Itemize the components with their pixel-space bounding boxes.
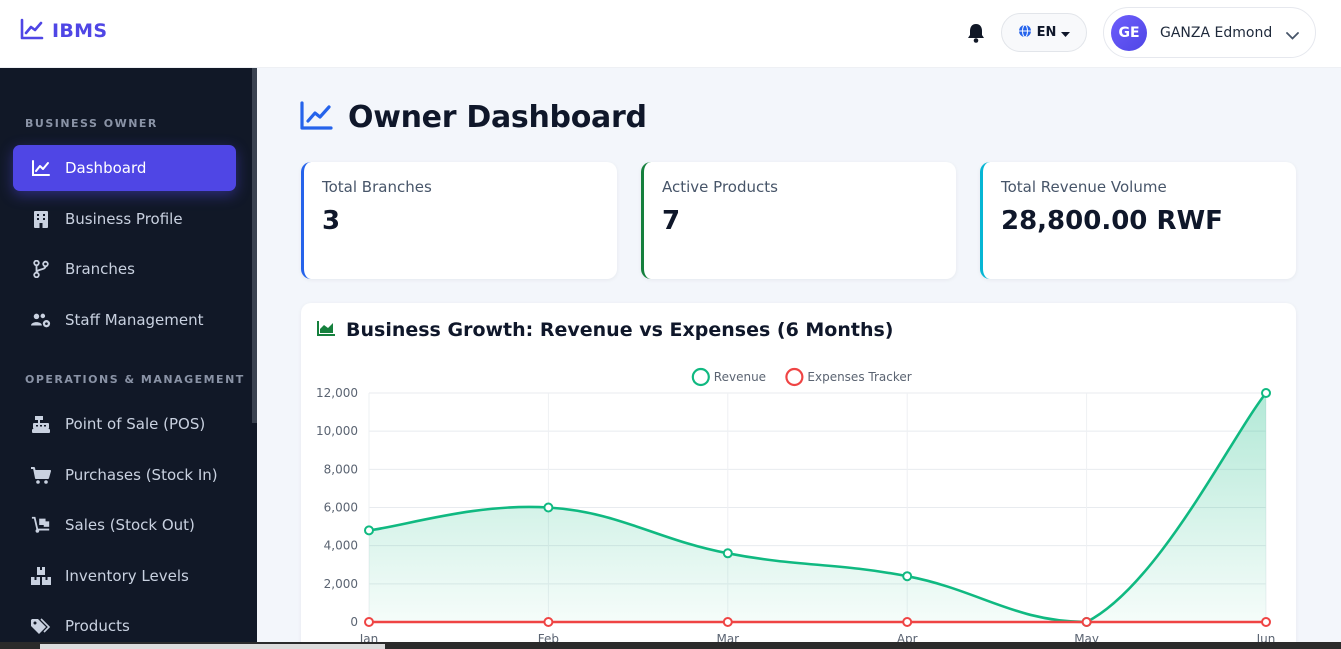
legend-marker[interactable] xyxy=(691,367,710,387)
series-line xyxy=(368,392,1268,624)
legend-label[interactable]: Revenue xyxy=(714,370,766,384)
data-point[interactable] xyxy=(543,502,554,513)
cash-register-icon xyxy=(31,414,51,434)
dolly-icon xyxy=(31,515,51,535)
chart-card: Business Growth: Revenue vs Expenses (6 … xyxy=(301,303,1296,649)
x-tick-label: Jun xyxy=(1256,632,1276,642)
data-point[interactable] xyxy=(1261,388,1271,398)
stat-card-total-revenue: Total Revenue Volume 28,800.00 RWF xyxy=(980,162,1296,279)
tags-icon xyxy=(31,616,51,636)
data-point[interactable] xyxy=(1261,617,1271,627)
stat-label: Active Products xyxy=(662,178,778,196)
data-point[interactable] xyxy=(722,617,733,627)
x-tick-label: Feb xyxy=(538,632,559,642)
x-tick-label: Mar xyxy=(716,632,739,642)
sidebar-item-label: Dashboard xyxy=(65,159,147,177)
y-tick-label: 12,000 xyxy=(316,386,358,400)
bell-icon[interactable] xyxy=(965,22,987,44)
page-title: Owner Dashboard xyxy=(348,100,647,135)
stat-card-active-products: Active Products 7 xyxy=(641,162,956,279)
sidebar-item-point-of-sale[interactable]: Point of Sale (POS) xyxy=(13,401,236,447)
stat-value: 7 xyxy=(662,206,681,236)
y-tick-label: 6,000 xyxy=(324,501,358,515)
stat-label: Total Revenue Volume xyxy=(1001,178,1167,196)
x-tick-label: Apr xyxy=(897,632,918,642)
y-tick-label: 2,000 xyxy=(324,577,358,591)
chart-header: Business Growth: Revenue vs Expenses (6 … xyxy=(317,319,894,341)
sidebar-item-staff-management[interactable]: Staff Management xyxy=(13,297,236,343)
x-tick-label: Jan xyxy=(359,632,379,642)
legend-label[interactable]: Expenses Tracker xyxy=(807,370,911,384)
sidebar-item-branches[interactable]: Branches xyxy=(13,246,236,292)
sidebar-item-label: Business Profile xyxy=(65,210,183,228)
data-point[interactable] xyxy=(1081,617,1092,627)
sidebar-item-label: Point of Sale (POS) xyxy=(65,415,206,433)
sidebar-item-products[interactable]: Products xyxy=(13,603,236,649)
page-title-block: Owner Dashboard xyxy=(300,100,647,135)
data-point[interactable] xyxy=(902,617,913,627)
sidebar-item-business-profile[interactable]: Business Profile xyxy=(13,196,236,242)
language-selector[interactable]: EN xyxy=(1001,13,1087,52)
top-bar: IBMS EN GE GANZA Edmond xyxy=(0,0,1341,68)
sidebar-item-purchases[interactable]: Purchases (Stock In) xyxy=(13,452,236,498)
stat-card-total-branches: Total Branches 3 xyxy=(301,162,617,279)
data-point[interactable] xyxy=(543,617,554,627)
sidebar-item-label: Sales (Stock Out) xyxy=(65,516,195,534)
sidebar-item-label: Branches xyxy=(65,260,135,278)
chart-line-icon xyxy=(31,158,51,178)
chart-line-icon xyxy=(300,100,334,135)
data-point[interactable] xyxy=(364,525,374,536)
globe-icon xyxy=(1018,23,1032,42)
users-gear-icon xyxy=(31,310,51,330)
chart-line-icon xyxy=(20,18,44,44)
sidebar-item-dashboard[interactable]: Dashboard xyxy=(13,145,236,191)
code-branch-icon xyxy=(31,259,51,279)
sidebar-item-label: Products xyxy=(65,617,130,635)
building-icon xyxy=(31,209,51,229)
caret-down-icon xyxy=(1061,23,1071,42)
stat-value: 28,800.00 RWF xyxy=(1001,206,1223,236)
boxes-icon xyxy=(31,566,51,586)
data-point[interactable] xyxy=(902,571,913,582)
chevron-down-icon xyxy=(1286,25,1299,44)
chart-title: Business Growth: Revenue vs Expenses (6 … xyxy=(346,319,894,341)
y-tick-label: 4,000 xyxy=(324,539,358,553)
sidebar-section-operations: OPERATIONS & MANAGEMENT xyxy=(25,373,245,386)
sidebar-scrollbar[interactable] xyxy=(252,68,257,423)
taskbar-strip xyxy=(0,642,1341,649)
brand-name: IBMS xyxy=(52,20,108,42)
sidebar-item-inventory-levels[interactable]: Inventory Levels xyxy=(13,553,236,599)
sidebar: BUSINESS OWNER Dashboard Business Profil… xyxy=(0,68,257,649)
sidebar-item-label: Inventory Levels xyxy=(65,567,189,585)
brand[interactable]: IBMS xyxy=(20,18,107,44)
data-point[interactable] xyxy=(722,548,733,559)
stat-value: 3 xyxy=(322,206,341,236)
chart-plot: 0 2,000 4,000 6,000 8,000 10,000 12,000 Jan Feb M… xyxy=(316,367,1276,642)
stat-label: Total Branches xyxy=(322,178,432,196)
cart-icon xyxy=(31,465,51,485)
language-code: EN xyxy=(1036,25,1057,40)
user-menu[interactable]: GE GANZA Edmond xyxy=(1103,7,1316,58)
data-point[interactable] xyxy=(364,617,374,627)
y-tick-label: 10,000 xyxy=(316,424,358,438)
legend-marker[interactable] xyxy=(785,367,804,387)
avatar: GE xyxy=(1111,14,1147,51)
y-tick-label: 8,000 xyxy=(324,462,358,476)
chart-area-icon xyxy=(317,320,336,340)
sidebar-item-label: Staff Management xyxy=(65,311,204,329)
revenue-area xyxy=(369,393,1266,622)
sidebar-item-sales[interactable]: Sales (Stock Out) xyxy=(13,502,236,548)
sidebar-item-label: Purchases (Stock In) xyxy=(65,466,218,484)
user-name: GANZA Edmond xyxy=(1160,24,1273,41)
x-tick-label: May xyxy=(1074,632,1099,642)
y-tick-label: 0 xyxy=(350,615,358,629)
sidebar-section-business-owner: BUSINESS OWNER xyxy=(25,117,158,130)
taskbar-segment xyxy=(40,644,385,649)
